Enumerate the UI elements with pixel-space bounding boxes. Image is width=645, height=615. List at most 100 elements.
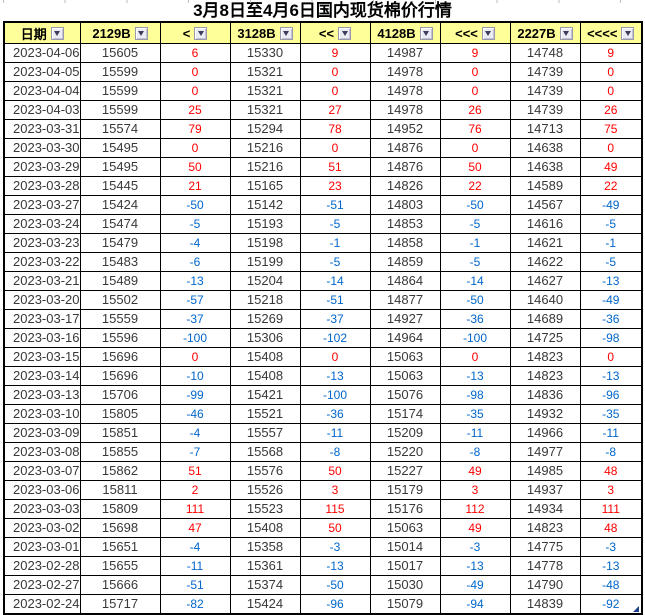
price-cell[interactable]: 15204 bbox=[229, 271, 301, 291]
change-cell[interactable]: -51 bbox=[159, 575, 231, 595]
date-cell[interactable]: 2023-03-20 bbox=[3, 290, 81, 310]
price-cell[interactable]: 15696 bbox=[79, 366, 161, 386]
change-cell[interactable]: -13 bbox=[439, 366, 511, 386]
price-cell[interactable]: 15017 bbox=[369, 556, 441, 576]
change-cell[interactable]: 79 bbox=[159, 119, 231, 139]
change-cell[interactable]: 0 bbox=[159, 347, 231, 367]
change-cell[interactable]: 26 bbox=[439, 100, 511, 120]
price-cell[interactable]: 15030 bbox=[369, 575, 441, 595]
price-cell[interactable]: 15361 bbox=[229, 556, 301, 576]
price-cell[interactable]: 15142 bbox=[229, 195, 301, 215]
change-cell[interactable]: 51 bbox=[299, 157, 371, 177]
change-cell[interactable]: 47 bbox=[159, 518, 231, 538]
price-cell[interactable]: 15479 bbox=[79, 233, 161, 253]
change-cell[interactable]: -13 bbox=[299, 556, 371, 576]
price-cell[interactable]: 14567 bbox=[509, 195, 581, 215]
price-cell[interactable]: 14934 bbox=[509, 499, 581, 519]
change-cell[interactable]: -92 bbox=[579, 594, 643, 615]
change-cell[interactable]: 115 bbox=[299, 499, 371, 519]
price-cell[interactable]: 14937 bbox=[509, 480, 581, 500]
change-cell[interactable]: -37 bbox=[299, 309, 371, 329]
price-cell[interactable]: 14638 bbox=[509, 138, 581, 158]
price-cell[interactable]: 14775 bbox=[509, 537, 581, 557]
price-cell[interactable]: 14859 bbox=[369, 252, 441, 272]
change-cell[interactable]: 0 bbox=[439, 138, 511, 158]
price-cell[interactable]: 15165 bbox=[229, 176, 301, 196]
change-cell[interactable]: 0 bbox=[579, 347, 643, 367]
date-cell[interactable]: 2023-03-06 bbox=[3, 480, 81, 500]
change-cell[interactable]: 2 bbox=[159, 480, 231, 500]
change-cell[interactable]: -98 bbox=[579, 328, 643, 348]
price-cell[interactable]: 14823 bbox=[509, 366, 581, 386]
price-cell[interactable]: 14713 bbox=[509, 119, 581, 139]
date-cell[interactable]: 2023-03-02 bbox=[3, 518, 81, 538]
price-cell[interactable]: 15605 bbox=[79, 43, 161, 63]
price-cell[interactable]: 15521 bbox=[229, 404, 301, 424]
change-cell[interactable]: 112 bbox=[439, 499, 511, 519]
price-cell[interactable]: 15209 bbox=[369, 423, 441, 443]
price-cell[interactable]: 15474 bbox=[79, 214, 161, 234]
date-cell[interactable]: 2023-03-14 bbox=[3, 366, 81, 386]
change-cell[interactable]: -98 bbox=[439, 385, 511, 405]
price-cell[interactable]: 15174 bbox=[369, 404, 441, 424]
change-cell[interactable]: -100 bbox=[439, 328, 511, 348]
date-cell[interactable]: 2023-02-24 bbox=[3, 594, 81, 615]
price-cell[interactable]: 15568 bbox=[229, 442, 301, 462]
price-cell[interactable]: 14927 bbox=[369, 309, 441, 329]
price-cell[interactable]: 15805 bbox=[79, 404, 161, 424]
date-cell[interactable]: 2023-03-17 bbox=[3, 309, 81, 329]
change-cell[interactable]: 0 bbox=[579, 62, 643, 82]
change-cell[interactable]: 48 bbox=[579, 461, 643, 481]
change-cell[interactable]: -50 bbox=[299, 575, 371, 595]
date-cell[interactable]: 2023-03-29 bbox=[3, 157, 81, 177]
price-cell[interactable]: 15227 bbox=[369, 461, 441, 481]
change-cell[interactable]: -7 bbox=[159, 442, 231, 462]
filter-dropdown-button[interactable] bbox=[279, 26, 293, 40]
change-cell[interactable]: -11 bbox=[579, 423, 643, 443]
fill-handle-corner-icon[interactable] bbox=[633, 606, 639, 612]
price-cell[interactable]: 14638 bbox=[509, 157, 581, 177]
change-cell[interactable]: 0 bbox=[299, 138, 371, 158]
change-cell[interactable]: -13 bbox=[579, 271, 643, 291]
change-cell[interactable]: -3 bbox=[579, 537, 643, 557]
price-cell[interactable]: 14622 bbox=[509, 252, 581, 272]
price-cell[interactable]: 14589 bbox=[509, 176, 581, 196]
price-cell[interactable]: 15651 bbox=[79, 537, 161, 557]
price-cell[interactable]: 15294 bbox=[229, 119, 301, 139]
change-cell[interactable]: -1 bbox=[439, 233, 511, 253]
price-cell[interactable]: 15576 bbox=[229, 461, 301, 481]
price-cell[interactable]: 15424 bbox=[229, 594, 301, 615]
change-cell[interactable]: -5 bbox=[579, 252, 643, 272]
change-cell[interactable]: -10 bbox=[159, 366, 231, 386]
change-cell[interactable]: -11 bbox=[439, 423, 511, 443]
change-cell[interactable]: -4 bbox=[159, 537, 231, 557]
date-cell[interactable]: 2023-03-09 bbox=[3, 423, 81, 443]
change-cell[interactable]: 0 bbox=[299, 62, 371, 82]
price-cell[interactable]: 14864 bbox=[369, 271, 441, 291]
change-cell[interactable]: -8 bbox=[299, 442, 371, 462]
price-cell[interactable]: 15445 bbox=[79, 176, 161, 196]
change-cell[interactable]: 25 bbox=[159, 100, 231, 120]
change-cell[interactable]: -96 bbox=[579, 385, 643, 405]
price-cell[interactable]: 15408 bbox=[229, 347, 301, 367]
price-cell[interactable]: 15216 bbox=[229, 157, 301, 177]
price-cell[interactable]: 14877 bbox=[369, 290, 441, 310]
date-cell[interactable]: 2023-03-23 bbox=[3, 233, 81, 253]
change-cell[interactable]: -46 bbox=[159, 404, 231, 424]
price-cell[interactable]: 14964 bbox=[369, 328, 441, 348]
change-cell[interactable]: -35 bbox=[579, 404, 643, 424]
price-cell[interactable]: 15502 bbox=[79, 290, 161, 310]
price-cell[interactable]: 15851 bbox=[79, 423, 161, 443]
price-cell[interactable]: 14739 bbox=[509, 100, 581, 120]
price-cell[interactable]: 15523 bbox=[229, 499, 301, 519]
change-cell[interactable]: -3 bbox=[439, 537, 511, 557]
change-cell[interactable]: -14 bbox=[299, 271, 371, 291]
change-cell[interactable]: -51 bbox=[299, 195, 371, 215]
date-cell[interactable]: 2023-04-03 bbox=[3, 100, 81, 120]
date-cell[interactable]: 2023-04-04 bbox=[3, 81, 81, 101]
change-cell[interactable]: 9 bbox=[299, 43, 371, 63]
change-cell[interactable]: -50 bbox=[439, 195, 511, 215]
price-cell[interactable]: 15358 bbox=[229, 537, 301, 557]
price-cell[interactable]: 15489 bbox=[79, 271, 161, 291]
price-cell[interactable]: 15176 bbox=[369, 499, 441, 519]
